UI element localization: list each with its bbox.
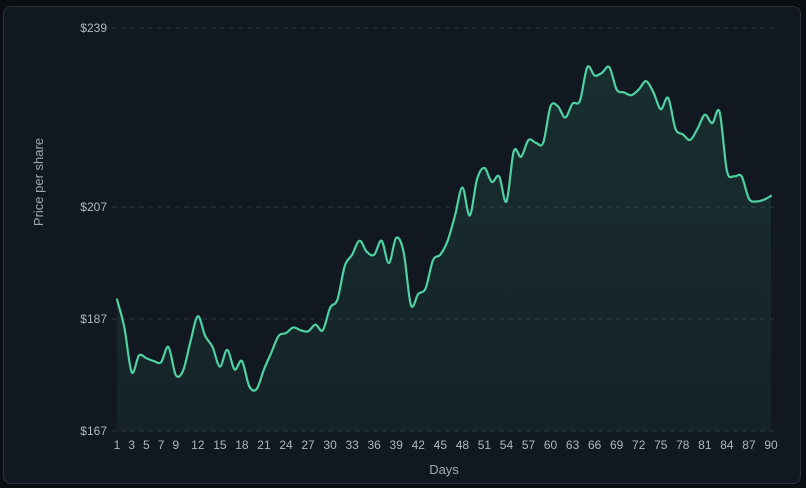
x-axis-ticks: 1 3 5 7 9 12 15 18 21 24 27 30 33 36 39 42 45 48 51 54 57 60 6…: [114, 438, 778, 452]
y-tick-label: $239: [80, 21, 107, 35]
x-tick-label: 69: [610, 438, 624, 452]
x-tick-label: 48: [456, 438, 470, 452]
x-tick-label: 60: [544, 438, 558, 452]
y-axis-ticks: $167 $187 $207 $239: [80, 21, 107, 438]
x-tick-label: 15: [213, 438, 227, 452]
x-tick-label: 12: [191, 438, 205, 452]
x-tick-label: 78: [676, 438, 690, 452]
x-tick-label: 51: [478, 438, 492, 452]
x-tick-label: 24: [279, 438, 293, 452]
x-tick-label: 21: [257, 438, 271, 452]
x-tick-label: 18: [235, 438, 249, 452]
series-area: [117, 66, 771, 431]
x-tick-label: 9: [172, 438, 179, 452]
x-tick-label: 27: [301, 438, 315, 452]
x-tick-label: 57: [522, 438, 536, 452]
y-tick-label: $207: [80, 200, 107, 214]
x-tick-label: 90: [764, 438, 778, 452]
x-tick-label: 42: [412, 438, 426, 452]
x-tick-label: 84: [720, 438, 734, 452]
y-axis-title: Price per share: [31, 138, 46, 226]
x-tick-label: 45: [434, 438, 448, 452]
series-line: [115, 65, 773, 392]
x-tick-label: 75: [654, 438, 668, 452]
x-tick-label: 54: [500, 438, 514, 452]
x-tick-label: 5: [143, 438, 150, 452]
x-tick-label: 33: [345, 438, 359, 452]
x-tick-label: 39: [390, 438, 404, 452]
x-tick-label: 81: [698, 438, 712, 452]
y-tick-label: $187: [80, 312, 107, 326]
x-tick-label: 66: [588, 438, 602, 452]
x-tick-label: 1: [114, 438, 121, 452]
x-tick-label: 72: [632, 438, 646, 452]
x-axis-title: Days: [429, 462, 459, 477]
x-tick-label: 3: [128, 438, 135, 452]
x-tick-label: 30: [323, 438, 337, 452]
x-tick-label: 7: [158, 438, 165, 452]
x-tick-label: 36: [368, 438, 382, 452]
x-tick-label: 87: [742, 438, 756, 452]
x-tick-label: 63: [566, 438, 580, 452]
y-tick-label: $167: [80, 424, 107, 438]
